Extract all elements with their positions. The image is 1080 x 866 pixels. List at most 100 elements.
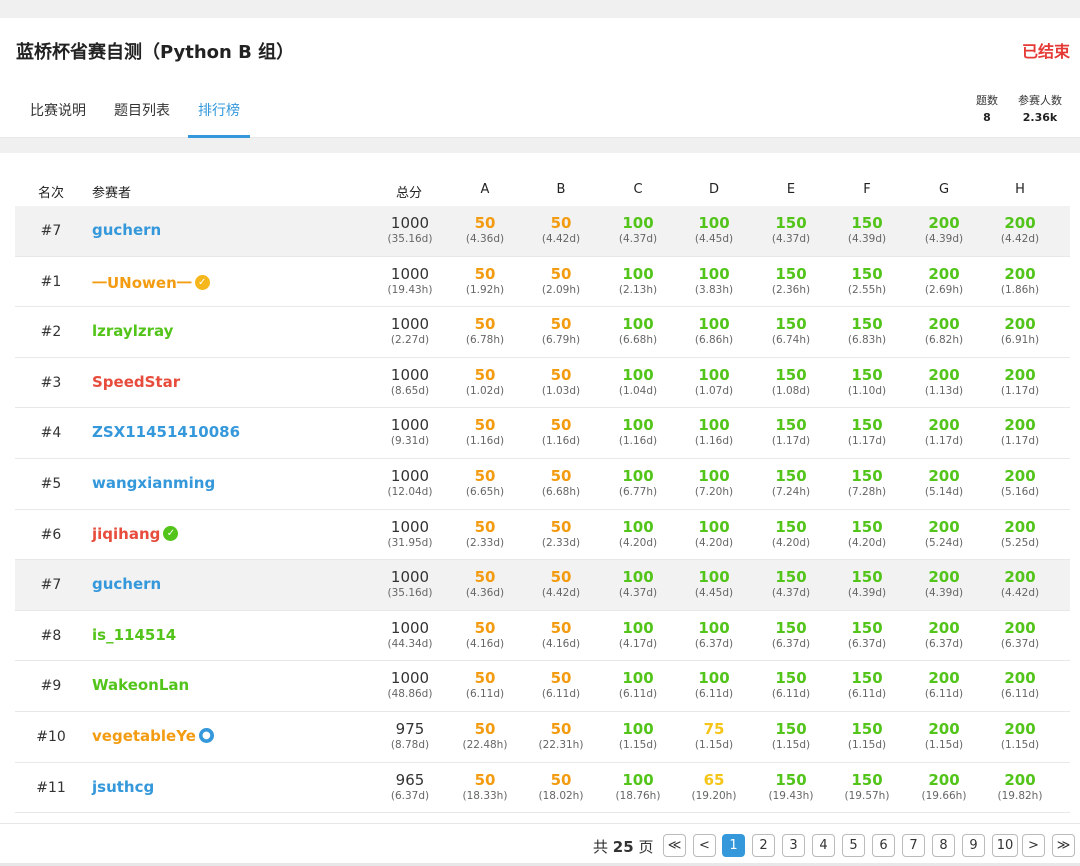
score-cell-f[interactable]: 150 (6.83h) [832,316,902,347]
score-cell-b[interactable]: 50 (1.16d) [526,417,596,448]
user-link[interactable]: ZSX11451410086 [92,423,241,442]
tab-description[interactable]: 比赛说明 [30,103,86,119]
score-cell-h[interactable]: 200 (1.17d) [985,366,1055,398]
score-cell-e[interactable]: 150 (2.36h) [756,265,826,297]
user-link[interactable]: WakeonLan [92,676,190,695]
user-link[interactable]: guchern [92,221,162,239]
score-cell-f[interactable]: 150 (6.11d) [832,670,902,701]
score-cell-a[interactable]: 50 (4.36d) [450,215,520,246]
user-link[interactable]: is_114514 [92,625,177,644]
score-cell-g[interactable]: 200 (5.14d) [909,467,979,499]
score-cell-d[interactable]: 100 (7.20h) [679,467,749,499]
score-cell-a[interactable]: 50 (18.33h) [450,771,520,803]
score-cell-f[interactable]: 150 (7.28h) [832,467,902,499]
score-cell-d[interactable]: 65 (19.20h) [679,771,749,803]
user-link[interactable]: lzraylzray [92,322,174,341]
score-cell-g[interactable]: 200 (5.24d) [909,518,979,550]
score-cell-g[interactable]: 200 (6.11d) [909,670,979,701]
score-cell-e[interactable]: 150 (7.24h) [756,467,826,499]
score-cell-a[interactable]: 50 (1.16d) [450,417,520,448]
page-button-2[interactable]: 2 [752,834,775,857]
score-cell-h[interactable]: 200 (1.15d) [985,720,1055,752]
tab-problem-list[interactable]: 题目列表 [114,103,170,119]
score-cell-c[interactable]: 100 (1.15d) [603,720,673,752]
score-cell-b[interactable]: 50 (18.02h) [526,771,596,803]
score-cell-a[interactable]: 50 (6.78h) [450,316,520,347]
next-page-button[interactable]: > [1022,834,1045,857]
score-cell-f[interactable]: 150 (4.39d) [832,569,902,600]
score-cell-a[interactable]: 50 (6.11d) [450,670,520,701]
table-row[interactable]: #4 ZSX11451410086 1000 (9.31d) 50 (1.16d) 50 (1… [15,408,1070,459]
score-cell-h[interactable]: 200 (5.25d) [985,518,1055,550]
table-row[interactable]: #3 SpeedStar 1000 (8.65d) 50 (1.02d) 50 (1.03d)… [15,358,1070,409]
page-button-7[interactable]: 7 [902,834,925,857]
table-row[interactable]: #1 一UNowen一 ✓ 1000 (19.43h) 50 (1.92h) 50 (2.09h… [15,257,1070,308]
score-cell-f[interactable]: 150 (1.15d) [832,720,902,752]
score-cell-h[interactable]: 200 (6.91h) [985,316,1055,347]
score-cell-g[interactable]: 200 (4.39d) [909,215,979,246]
score-cell-h[interactable]: 200 (1.86h) [985,265,1055,297]
score-cell-c[interactable]: 100 (18.76h) [603,771,673,803]
score-cell-d[interactable]: 100 (6.86h) [679,316,749,347]
score-cell-f[interactable]: 150 (4.39d) [832,215,902,246]
user-link[interactable]: 一UNowen一 [92,273,192,292]
score-cell-h[interactable]: 200 (6.11d) [985,670,1055,701]
score-cell-e[interactable]: 150 (19.43h) [756,771,826,803]
score-cell-c[interactable]: 100 (4.37d) [603,215,673,246]
score-cell-b[interactable]: 50 (4.42d) [526,569,596,600]
first-page-button[interactable]: ≪ [663,834,686,857]
score-cell-a[interactable]: 50 (4.36d) [450,569,520,600]
page-button-4[interactable]: 4 [812,834,835,857]
score-cell-a[interactable]: 50 (2.33d) [450,518,520,550]
score-cell-e[interactable]: 150 (1.15d) [756,720,826,752]
score-cell-g[interactable]: 200 (2.69h) [909,265,979,297]
score-cell-d[interactable]: 100 (6.37d) [679,619,749,651]
score-cell-b[interactable]: 50 (6.68h) [526,467,596,499]
score-cell-d[interactable]: 100 (4.20d) [679,518,749,550]
score-cell-d[interactable]: 100 (1.16d) [679,417,749,448]
score-cell-g[interactable]: 200 (1.13d) [909,366,979,398]
score-cell-d[interactable]: 100 (4.45d) [679,569,749,600]
page-button-6[interactable]: 6 [872,834,895,857]
page-button-10[interactable]: 10 [992,834,1018,857]
page-button-8[interactable]: 8 [932,834,955,857]
prev-page-button[interactable]: < [693,834,716,857]
score-cell-b[interactable]: 50 (1.03d) [526,366,596,398]
score-cell-g[interactable]: 200 (1.17d) [909,417,979,448]
score-cell-c[interactable]: 100 (6.68h) [603,316,673,347]
page-button-1[interactable]: 1 [722,834,745,857]
score-cell-a[interactable]: 50 (4.16d) [450,619,520,651]
tab-rankings[interactable]: 排行榜 [184,82,254,138]
table-row[interactable]: #9 WakeonLan 1000 (48.86d) 50 (6.11d) 50 (6.11d… [15,661,1070,712]
score-cell-e[interactable]: 150 (4.20d) [756,518,826,550]
page-button-9[interactable]: 9 [962,834,985,857]
score-cell-b[interactable]: 50 (22.31h) [526,720,596,752]
user-link[interactable]: jsuthcg [92,777,155,796]
score-cell-b[interactable]: 50 (2.33d) [526,518,596,550]
score-cell-h[interactable]: 200 (6.37d) [985,619,1055,651]
score-cell-f[interactable]: 150 (19.57h) [832,771,902,803]
last-page-button[interactable]: ≫ [1052,834,1075,857]
table-row[interactable]: #10 vegetableYe ● 975 (8.78d) 50 (22.48h) 50 (22… [15,712,1070,763]
score-cell-d[interactable]: 100 (3.83h) [679,265,749,297]
score-cell-e[interactable]: 150 (4.37d) [756,215,826,246]
score-cell-g[interactable]: 200 (1.15d) [909,720,979,752]
table-row[interactable]: #2 lzraylzray 1000 (2.27d) 50 (6.78h) 50 (6.79h… [15,307,1070,358]
score-cell-a[interactable]: 50 (1.92h) [450,265,520,297]
score-cell-c[interactable]: 100 (1.04d) [603,366,673,398]
score-cell-a[interactable]: 50 (6.65h) [450,467,520,499]
score-cell-b[interactable]: 50 (6.11d) [526,670,596,701]
score-cell-f[interactable]: 150 (4.20d) [832,518,902,550]
score-cell-f[interactable]: 150 (6.37d) [832,619,902,651]
score-cell-c[interactable]: 100 (4.20d) [603,518,673,550]
score-cell-d[interactable]: 100 (4.45d) [679,215,749,246]
score-cell-f[interactable]: 150 (1.10d) [832,366,902,398]
table-row[interactable]: #5 wangxianming 1000 (12.04d) 50 (6.65h) 50 (6.… [15,459,1070,510]
score-cell-h[interactable]: 200 (1.17d) [985,417,1055,448]
score-cell-d[interactable]: 75 (1.15d) [679,720,749,752]
score-cell-e[interactable]: 150 (1.08d) [756,366,826,398]
table-row[interactable]: #7 guchern 1000 (35.16d) 50 (4.36d) 50 (4.42d) 1… [15,206,1070,257]
score-cell-h[interactable]: 200 (19.82h) [985,771,1055,803]
user-link[interactable]: guchern [92,575,162,594]
score-cell-b[interactable]: 50 (6.79h) [526,316,596,347]
